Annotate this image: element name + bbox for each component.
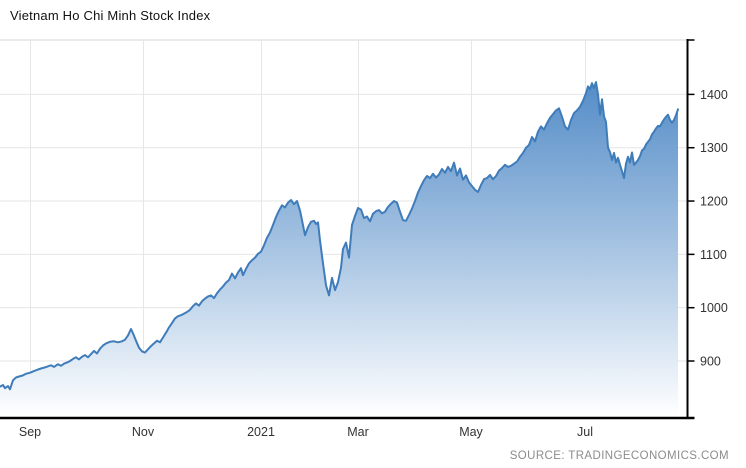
y-tick-label: 1400 (700, 88, 728, 102)
x-tick-label: Jul (577, 425, 593, 439)
series-line[interactable] (0, 81, 679, 391)
y-tick-label: 900 (700, 355, 721, 369)
x-tick-label: 2021 (247, 425, 275, 439)
y-tick-label: 1000 (700, 301, 728, 315)
x-tick-label: Nov (132, 425, 155, 439)
plot-area[interactable] (0, 40, 687, 417)
x-tick-label: Sep (19, 425, 41, 439)
y-tick-label: 1100 (700, 248, 727, 262)
chart-title: Vietnam Ho Chi Minh Stock Index (10, 8, 211, 23)
y-tick-label: 1200 (700, 195, 728, 209)
x-tick-label: May (459, 425, 483, 439)
x-tick-label: Mar (347, 425, 369, 439)
source-attribution: SOURCE: TRADINGECONOMICS.COM (509, 450, 729, 462)
series-area-fill (0, 82, 678, 417)
y-tick-label: 1300 (700, 141, 728, 155)
